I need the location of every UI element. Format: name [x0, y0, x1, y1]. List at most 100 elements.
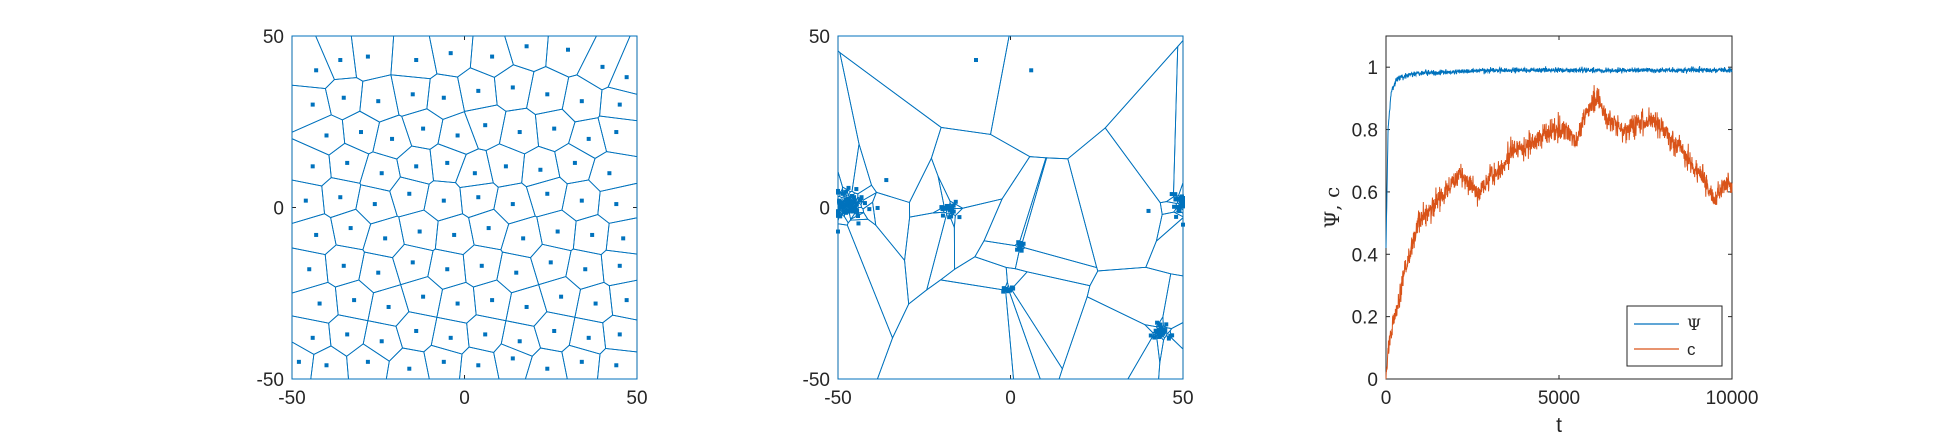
particle-point [510, 356, 515, 361]
particle-point [414, 328, 419, 333]
particle-point [303, 198, 308, 203]
y-tick-label: -50 [257, 370, 284, 391]
particle-point [840, 201, 845, 206]
voronoi-cell [525, 176, 568, 218]
particle-point [586, 335, 591, 340]
particle-point [345, 160, 350, 165]
particle-point [545, 191, 550, 196]
y-tick-label: 0 [273, 199, 284, 220]
particle-point [445, 160, 450, 165]
x-tick-label: 50 [626, 388, 647, 409]
voronoi-cell [390, 35, 438, 80]
particle-point [1015, 247, 1020, 252]
voronoi-cell [423, 344, 463, 380]
particle-point [621, 236, 626, 241]
voronoi-cell [1172, 39, 1184, 198]
particle-point [452, 232, 457, 237]
y-tick-label: 50 [263, 27, 284, 48]
y-tick-label: 0 [819, 199, 830, 220]
particle-point [940, 213, 945, 218]
particle-point [310, 102, 315, 107]
particle-point [1179, 194, 1184, 199]
x-tick-label: 0 [1381, 388, 1392, 409]
particle-point [884, 178, 889, 183]
particle-point [483, 123, 488, 128]
voronoi-cell [837, 35, 1010, 135]
particle-point [441, 359, 446, 364]
particle-point [1008, 288, 1013, 293]
y-tick-label: 1 [1367, 58, 1378, 79]
legend-box [1626, 305, 1723, 367]
particle-point [1170, 333, 1175, 338]
particle-point [614, 202, 619, 207]
order-parameter-plot: 0 5000 10000 0 0.2 0.4 0.6 0.8 1 t Ψ, c Ψc [1320, 35, 1759, 437]
particle-point [1021, 241, 1026, 246]
particle-point [486, 226, 491, 231]
x-tick-label: 5000 [1538, 388, 1580, 409]
particle-point [307, 267, 312, 272]
voronoi-cell [1058, 296, 1155, 380]
x-axis-label: t [1556, 414, 1562, 437]
particle-point [851, 208, 856, 213]
particle-point [1178, 196, 1183, 201]
particle-point [857, 198, 862, 203]
particle-point [862, 201, 867, 206]
voronoi-cell [908, 157, 945, 218]
particle-point [376, 270, 381, 275]
voronoi-cell [588, 151, 638, 192]
voronoi-cell [1019, 157, 1048, 245]
particle-point [417, 229, 422, 234]
particle-point [837, 204, 842, 209]
particle-point [345, 332, 350, 337]
particle-point [1158, 325, 1163, 330]
voronoi-cell [524, 347, 568, 380]
particle-point [855, 208, 860, 213]
particle-point [545, 92, 550, 97]
voronoi-cell [291, 341, 315, 380]
particle-point [1176, 204, 1181, 209]
particle-point [1181, 199, 1185, 204]
particle-point [352, 298, 357, 303]
particle-point [441, 95, 446, 100]
particle-point [836, 190, 840, 195]
voronoi-cell [291, 138, 332, 187]
x-tick-label: 10000 [1706, 388, 1759, 409]
particle-point [1157, 334, 1162, 339]
particle-point [836, 209, 840, 214]
particle-point [841, 203, 846, 208]
voronoi-cell [291, 213, 337, 256]
particle-point [455, 133, 460, 138]
voronoi-cell [837, 171, 843, 193]
voronoi-cell [1145, 216, 1184, 277]
particle-point [1153, 328, 1158, 333]
voronoi-cell [455, 148, 494, 189]
voronoi-cell [597, 347, 638, 380]
particle-point [586, 136, 591, 141]
y-tick-label: 0.6 [1352, 183, 1378, 204]
particle-point [579, 99, 584, 104]
particle-point [545, 366, 550, 371]
particle-point [359, 130, 363, 135]
voronoi-cell [872, 191, 911, 262]
voronoi-cell [1104, 45, 1179, 204]
particle-point [296, 359, 301, 364]
particle-point [854, 187, 859, 192]
x-tick-label: 0 [459, 388, 470, 409]
particle-point [942, 206, 947, 211]
particle-point [841, 210, 846, 215]
voronoi-cell [990, 35, 1184, 160]
particle-point [614, 363, 619, 368]
particle-point [517, 339, 522, 344]
particle-point [951, 209, 956, 214]
particle-point [844, 210, 849, 215]
voronoi-cell [1169, 321, 1184, 351]
voronoi-cell [291, 35, 335, 90]
particle-point [614, 130, 619, 135]
particle-point [365, 54, 370, 59]
voronoi-cell [605, 217, 638, 255]
particle-point [1157, 322, 1162, 327]
particle-point [566, 47, 570, 52]
particle-point [846, 208, 851, 213]
voronoi-cell [860, 191, 878, 210]
